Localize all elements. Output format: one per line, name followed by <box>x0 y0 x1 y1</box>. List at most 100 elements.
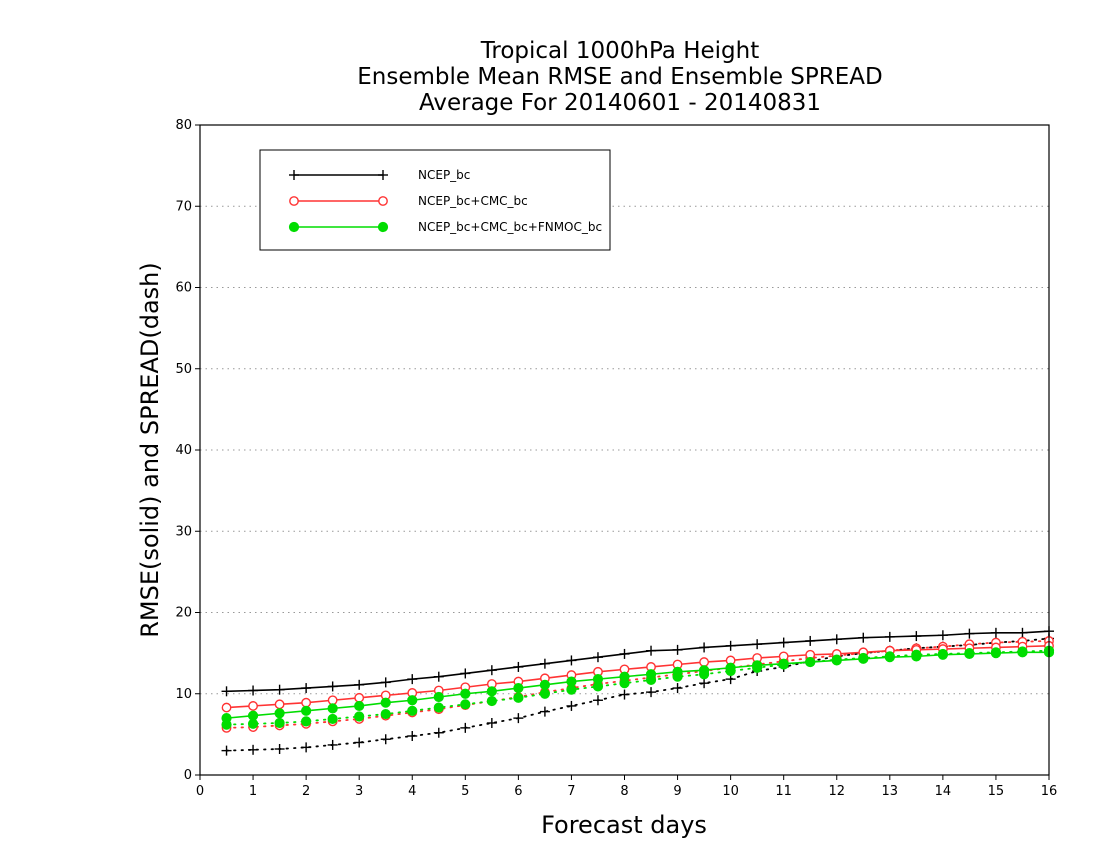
spread-point-ncep-bc-cmc-bc-fnmoc-bc <box>274 717 285 729</box>
spread-point-ncep-bc-cmc-bc-fnmoc-bc <box>433 702 444 713</box>
rmse-point-ncep-bc-cmc-bc-fnmoc-bc <box>858 653 869 664</box>
y-tick-label: 50 <box>175 362 192 377</box>
x-tick-label: 14 <box>935 784 952 799</box>
rmse-point-ncep-bc-cmc-bc <box>301 697 312 708</box>
rmse-point-ncep-bc-cmc-bc-fnmoc-bc <box>513 682 524 694</box>
legend-marker-ncep-bc-cmc-bc <box>378 196 388 206</box>
rmse-point-ncep-bc-cmc-bc-fnmoc-bc <box>805 656 816 668</box>
spread-point-ncep-bc <box>672 683 683 694</box>
x-tick-label: 13 <box>882 784 899 799</box>
spread-point-ncep-bc <box>407 731 418 741</box>
rmse-point-ncep-bc-cmc-bc-fnmoc-bc <box>247 710 259 721</box>
spread-point-ncep-bc <box>248 744 259 755</box>
legend-marker-ncep-bc-cmc-bc-fnmoc-bc <box>377 221 389 233</box>
spread-point-ncep-bc-cmc-bc-fnmoc-bc <box>327 713 338 725</box>
x-axis-title: Forecast days <box>541 811 707 839</box>
x-tick-label: 9 <box>673 784 681 799</box>
rmse-point-ncep-bc-cmc-bc-fnmoc-bc <box>964 648 975 660</box>
rmse-point-ncep-bc <box>513 661 524 672</box>
rmse-point-ncep-bc <box>248 685 259 696</box>
spread-point-ncep-bc <box>539 706 550 717</box>
rmse-point-ncep-bc <box>805 635 816 646</box>
rmse-point-ncep-bc <box>380 677 391 688</box>
rmse-point-ncep-bc <box>911 631 922 642</box>
y-tick-label: 10 <box>175 687 192 702</box>
title-line-2: Ensemble Mean RMSE and Ensemble SPREAD <box>357 64 882 90</box>
rmse-point-ncep-bc <box>274 684 285 695</box>
rmse-point-ncep-bc <box>699 642 710 653</box>
rmse-point-ncep-bc <box>937 630 948 641</box>
x-tick-label: 7 <box>567 784 575 799</box>
rmse-point-ncep-bc <box>619 648 630 659</box>
x-tick-label: 12 <box>828 784 845 799</box>
spread-point-ncep-bc <box>221 745 232 756</box>
rmse-point-ncep-bc <box>301 683 312 694</box>
rmse-point-ncep-bc-cmc-bc <box>327 695 338 706</box>
y-tick-label: 60 <box>175 281 192 296</box>
legend-label-ncep-bc: NCEP_bc <box>418 168 470 182</box>
x-tick-label: 15 <box>988 784 1005 799</box>
y-axis-title: RMSE(solid) and SPREAD(dash) <box>136 262 164 638</box>
legend-label-ncep-bc-cmc-bc-fnmoc-bc: NCEP_bc+CMC_bc+FNMOC_bc <box>418 220 602 234</box>
x-tick-label: 8 <box>620 784 628 799</box>
rmse-point-ncep-bc <box>566 655 577 666</box>
legend-box <box>259 149 611 251</box>
rmse-point-ncep-bc-cmc-bc-fnmoc-bc <box>672 666 683 677</box>
spread-point-ncep-bc <box>301 742 312 753</box>
spread-line-ncep-bc-cmc-bc <box>225 640 1050 729</box>
legend-marker-ncep-bc <box>289 170 299 180</box>
rmse-point-ncep-bc-cmc-bc-fnmoc-bc <box>990 648 1002 659</box>
rmse-point-ncep-bc <box>646 645 657 656</box>
rmse-point-ncep-bc-cmc-bc-fnmoc-bc <box>539 679 551 690</box>
rmse-point-ncep-bc-cmc-bc <box>221 702 232 713</box>
rmse-point-ncep-bc <box>221 686 232 697</box>
legend: NCEP_bc NCEP_bc+CMC_bc NCEP_bc+CMC_bc+FNMO… <box>259 149 611 251</box>
rmse-point-ncep-bc <box>884 631 895 642</box>
x-tick-label: 11 <box>775 784 792 799</box>
rmse-point-ncep-bc-cmc-bc-fnmoc-bc <box>937 649 948 660</box>
spread-line-ncep-bc-cmc-bc-fnmoc-bc <box>225 649 1050 726</box>
rmse-point-ncep-bc-cmc-bc-fnmoc-bc <box>778 658 789 669</box>
rmse-point-ncep-bc-cmc-bc-fnmoc-bc <box>831 655 842 666</box>
rmse-point-ncep-bc-cmc-bc-fnmoc-bc <box>911 651 922 662</box>
gridlines <box>200 205 1049 695</box>
rmse-point-ncep-bc-cmc-bc-fnmoc-bc <box>698 665 710 676</box>
rmse-point-ncep-bc-cmc-bc-fnmoc-bc <box>301 705 312 716</box>
spread-point-ncep-bc-cmc-bc-fnmoc-bc <box>354 711 365 722</box>
rmse-point-ncep-bc <box>672 644 683 655</box>
title-line-1: Tropical 1000hPa Height <box>480 38 760 64</box>
x-tick-label: 0 <box>196 784 204 799</box>
spread-point-ncep-bc <box>486 718 497 728</box>
rmse-point-ncep-bc <box>460 668 471 679</box>
rmse-point-ncep-bc <box>486 665 497 676</box>
rmse-point-ncep-bc-cmc-bc-fnmoc-bc <box>1017 647 1028 658</box>
y-tick-label: 20 <box>175 606 192 621</box>
rmse-point-ncep-bc-cmc-bc-fnmoc-bc <box>884 652 895 663</box>
x-tick-label: 2 <box>302 784 310 799</box>
legend-marker-ncep-bc <box>378 170 388 180</box>
rmse-point-ncep-bc-cmc-bc-fnmoc-bc <box>725 662 736 673</box>
rmse-point-ncep-bc <box>327 681 338 692</box>
rmse-point-ncep-bc <box>1017 627 1028 638</box>
rmse-point-ncep-bc-cmc-bc-fnmoc-bc <box>566 676 577 687</box>
rmse-point-ncep-bc <box>407 674 418 685</box>
y-tick-label: 70 <box>175 199 192 214</box>
y-tick-label: 40 <box>175 443 192 458</box>
x-tick-label: 3 <box>355 784 363 799</box>
legend-label-ncep-bc-cmc-bc: NCEP_bc+CMC_bc <box>418 194 528 208</box>
rmse-point-ncep-bc-cmc-bc-fnmoc-bc <box>433 691 444 703</box>
spread-point-ncep-bc <box>354 737 365 748</box>
spread-point-ncep-bc-cmc-bc-fnmoc-bc <box>460 699 471 710</box>
spread-point-ncep-bc <box>327 739 338 750</box>
rmse-point-ncep-bc-cmc-bc-fnmoc-bc <box>592 674 604 685</box>
rmse-point-ncep-bc <box>433 671 444 682</box>
rmse-point-ncep-bc-cmc-bc <box>354 692 365 703</box>
spread-point-ncep-bc <box>274 744 285 754</box>
title-line-3: Average For 20140601 - 20140831 <box>419 90 821 116</box>
rmse-point-ncep-bc <box>990 627 1001 638</box>
rmse-point-ncep-bc <box>964 628 975 639</box>
rmse-point-ncep-bc <box>725 640 736 651</box>
x-tick-label: 1 <box>249 784 257 799</box>
